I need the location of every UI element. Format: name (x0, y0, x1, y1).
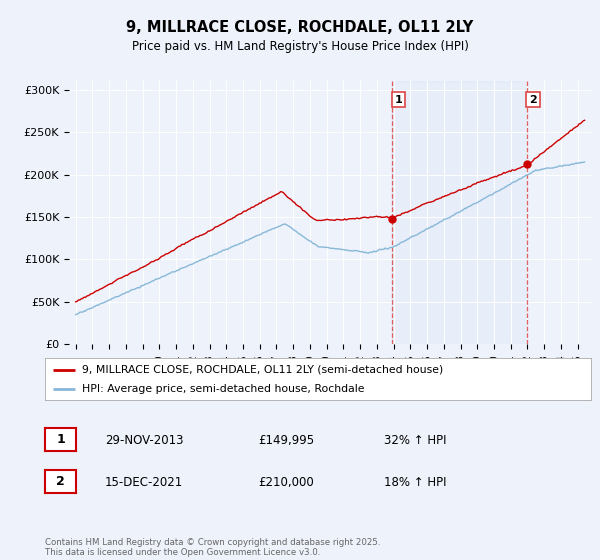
Text: Price paid vs. HM Land Registry's House Price Index (HPI): Price paid vs. HM Land Registry's House … (131, 40, 469, 53)
Text: 2: 2 (529, 95, 537, 105)
Text: HPI: Average price, semi-detached house, Rochdale: HPI: Average price, semi-detached house,… (82, 384, 365, 394)
Bar (392, 81, 527, 344)
Text: 9, MILLRACE CLOSE, ROCHDALE, OL11 2LY: 9, MILLRACE CLOSE, ROCHDALE, OL11 2LY (127, 20, 473, 35)
Text: 18% ↑ HPI: 18% ↑ HPI (384, 476, 446, 489)
Text: £149,995: £149,995 (258, 434, 314, 447)
Text: 29-NOV-2013: 29-NOV-2013 (105, 434, 184, 447)
Text: 1: 1 (56, 433, 65, 446)
Text: 15-DEC-2021: 15-DEC-2021 (105, 476, 183, 489)
Text: £210,000: £210,000 (258, 476, 314, 489)
Text: Contains HM Land Registry data © Crown copyright and database right 2025.
This d: Contains HM Land Registry data © Crown c… (45, 538, 380, 557)
Text: 9, MILLRACE CLOSE, ROCHDALE, OL11 2LY (semi-detached house): 9, MILLRACE CLOSE, ROCHDALE, OL11 2LY (s… (82, 365, 443, 375)
Text: 32% ↑ HPI: 32% ↑ HPI (384, 434, 446, 447)
Text: 1: 1 (395, 95, 403, 105)
Text: 2: 2 (56, 475, 65, 488)
